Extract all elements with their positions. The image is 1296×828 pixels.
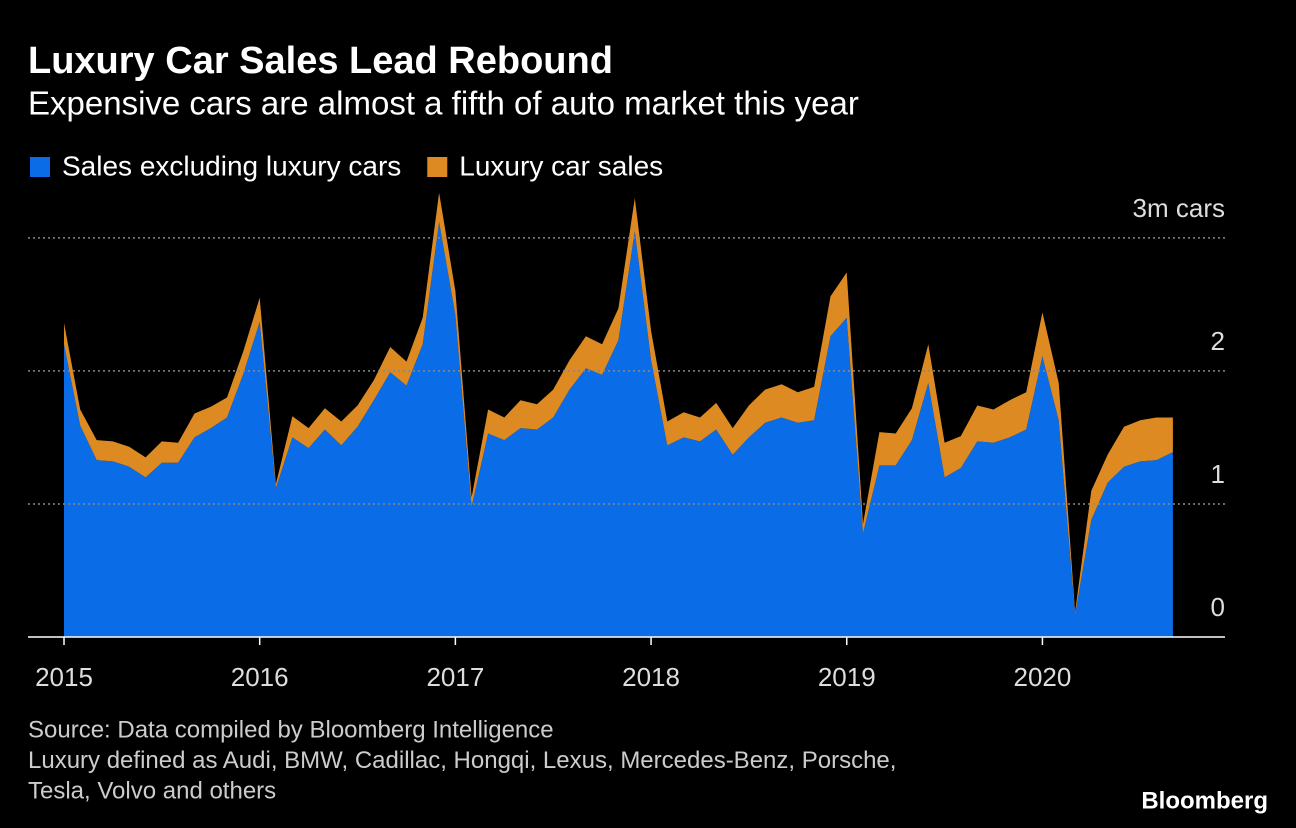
x-tick-label: 2019 — [818, 662, 876, 692]
y-tick-label: 0 — [1211, 592, 1225, 622]
chart-subtitle: Expensive cars are almost a fifth of aut… — [28, 85, 859, 122]
legend-swatch — [427, 157, 448, 177]
legend-label: Luxury car sales — [459, 150, 663, 181]
area — [64, 221, 1173, 637]
y-tick-label: 2 — [1211, 326, 1225, 356]
y-tick-label: 1 — [1211, 459, 1225, 489]
legend-label: Sales excluding luxury cars — [62, 150, 401, 181]
x-tick-label: 2020 — [1014, 662, 1072, 692]
y-tick-label: 3m cars — [1133, 193, 1225, 223]
x-tick-label: 2015 — [35, 662, 93, 692]
x-tick-label: 2017 — [426, 662, 484, 692]
x-tick-label: 2016 — [231, 662, 289, 692]
source-note: Source: Data compiled by Bloomberg Intel… — [28, 716, 554, 743]
legend-swatch — [30, 157, 50, 177]
source-note: Luxury defined as Audi, BMW, Cadillac, H… — [28, 747, 896, 774]
chart-title: Luxury Car Sales Lead Rebound — [28, 40, 613, 82]
brand: Bloomberg — [1141, 787, 1268, 814]
x-tick-label: 2018 — [622, 662, 680, 692]
source-note: Tesla, Volvo and others — [28, 777, 276, 804]
